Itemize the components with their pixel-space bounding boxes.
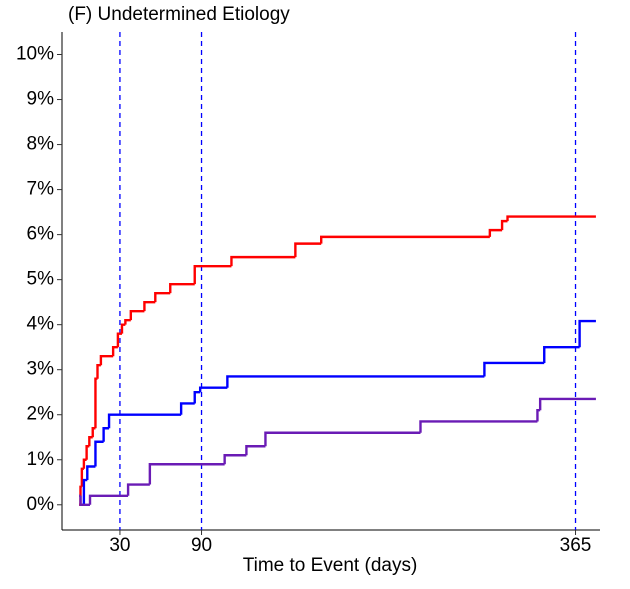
step-segment	[129, 309, 145, 321]
step-segment	[154, 291, 171, 303]
x-tick-label: 90	[191, 535, 212, 556]
step-segment	[294, 242, 322, 258]
step-segment	[264, 431, 421, 447]
step-segment	[107, 413, 182, 429]
step-segment	[226, 375, 485, 388]
step-segment	[506, 215, 596, 222]
y-tick-label: 4%	[27, 314, 55, 335]
y-tick-label: 7%	[27, 179, 55, 200]
y-tick-label: 2%	[27, 404, 55, 425]
y-tick-label: 3%	[27, 359, 55, 380]
step-segment	[88, 494, 129, 505]
step-segment	[230, 255, 296, 267]
step-segment	[536, 409, 541, 422]
y-tick-label: 8%	[27, 134, 55, 155]
step-segment	[179, 402, 195, 415]
step-segment	[88, 436, 93, 447]
step-segment	[120, 323, 126, 334]
step-segment	[500, 219, 508, 231]
step-segment	[85, 445, 90, 460]
step-segment	[111, 345, 118, 357]
y-tick-label: 1%	[27, 449, 55, 470]
step-segment	[86, 465, 96, 481]
y-tick-label: 6%	[27, 224, 55, 245]
step-segment	[82, 478, 88, 505]
step-segment	[483, 361, 545, 377]
step-segment	[320, 235, 490, 244]
step-segment	[116, 332, 122, 348]
step-segment	[169, 282, 195, 294]
step-segment	[94, 440, 104, 467]
x-tick-label: 365	[560, 535, 592, 556]
step-segment	[419, 420, 538, 433]
step-segment	[94, 377, 98, 429]
step-segment	[99, 354, 114, 366]
step-segment	[198, 386, 228, 393]
y-tick-label: 0%	[27, 494, 55, 515]
step-segment	[143, 300, 156, 312]
y-tick-label: 5%	[27, 269, 55, 290]
step-segment	[124, 318, 131, 325]
y-tick-label: 10%	[16, 44, 54, 65]
step-segment	[96, 364, 101, 379]
x-tick-label: 30	[109, 535, 130, 556]
step-segment	[193, 391, 201, 404]
chart-title: (F) Undetermined Etiology	[68, 4, 290, 25]
step-segment	[193, 264, 232, 285]
step-segment	[578, 319, 596, 348]
step-segment	[102, 427, 110, 442]
step-segment	[148, 463, 225, 485]
step-segment	[223, 454, 247, 465]
step-segment	[91, 427, 96, 438]
y-tick-label: 9%	[27, 89, 55, 110]
step-segment	[245, 445, 266, 456]
x-axis-label: Time to Event (days)	[243, 555, 418, 576]
step-segment	[543, 345, 580, 363]
step-segment	[79, 495, 91, 506]
step-segment	[488, 228, 503, 237]
step-segment	[538, 397, 596, 411]
step-segment	[126, 483, 150, 496]
